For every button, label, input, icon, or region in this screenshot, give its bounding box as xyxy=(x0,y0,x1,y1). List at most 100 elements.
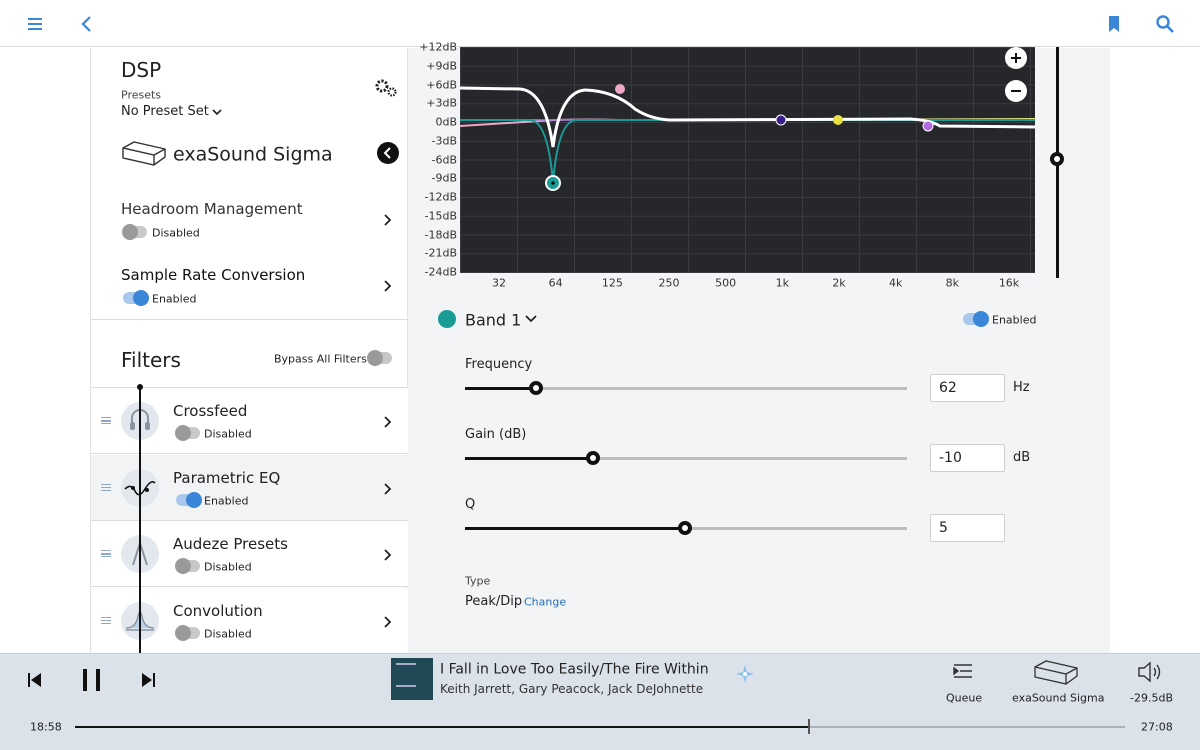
previous-button[interactable] xyxy=(26,671,44,689)
param-slider[interactable] xyxy=(465,521,907,535)
gain-slider-knob[interactable] xyxy=(1050,152,1064,166)
pause-button[interactable] xyxy=(80,668,104,692)
filter-name[interactable]: Crossfeed xyxy=(173,402,248,420)
progress-track[interactable] xyxy=(75,726,1125,728)
filter-name[interactable]: Convolution xyxy=(173,601,263,620)
queue-label[interactable]: Queue xyxy=(946,691,983,705)
eq-y-label: -3dB xyxy=(431,134,458,148)
filter-status: Disabled xyxy=(204,626,252,640)
param-label: Q xyxy=(465,497,476,513)
toggle[interactable] xyxy=(122,224,147,240)
drag-handle[interactable] xyxy=(101,550,111,557)
zone-icon[interactable] xyxy=(1032,659,1080,687)
toggle[interactable] xyxy=(176,491,202,508)
eq-y-label: -18dB xyxy=(424,227,458,241)
toggle[interactable] xyxy=(175,624,200,641)
eq-y-label: +3dB xyxy=(426,96,457,110)
device-icon xyxy=(122,141,166,166)
change-link[interactable]: Change xyxy=(524,595,567,609)
filter-chain-dot xyxy=(137,384,143,390)
chevron[interactable] xyxy=(381,279,395,293)
filter-status: Disabled xyxy=(204,427,252,441)
toggle[interactable] xyxy=(175,425,200,441)
next-button[interactable] xyxy=(139,671,157,689)
param-slider[interactable] xyxy=(465,381,907,395)
chevron[interactable] xyxy=(381,481,395,495)
band-select[interactable]: Band 1 xyxy=(465,310,522,330)
eq-x-label: 8k xyxy=(945,276,960,290)
queue-icon[interactable] xyxy=(952,662,976,682)
setting-name[interactable]: Sample Rate Conversion xyxy=(121,266,306,284)
eq-x-label: 1k xyxy=(775,276,790,290)
filter-name[interactable]: Parametric EQ xyxy=(173,468,281,487)
progress-marker[interactable] xyxy=(808,719,810,734)
eq-x-label: 500 xyxy=(715,276,737,290)
toggle[interactable] xyxy=(123,290,149,306)
sparkle-icon[interactable] xyxy=(735,664,755,684)
total-time: 27:08 xyxy=(1141,720,1173,734)
slider-knob[interactable] xyxy=(586,451,600,465)
player-bar xyxy=(0,653,1200,750)
type-label: Type xyxy=(465,574,491,588)
drag-handle[interactable] xyxy=(101,417,111,424)
chevron[interactable] xyxy=(381,213,395,227)
device-name: exaSound Sigma xyxy=(173,143,333,166)
bookmark-button[interactable] xyxy=(1104,14,1124,34)
filter-status: Disabled xyxy=(204,560,252,574)
param-slider[interactable] xyxy=(465,451,907,465)
eq-y-label: -12dB xyxy=(424,190,458,204)
eq-y-label: -6dB xyxy=(431,152,458,166)
collapse-button[interactable] xyxy=(377,142,399,164)
param-input[interactable]: 62 xyxy=(930,374,1005,402)
filter-name[interactable]: Audeze Presets xyxy=(173,535,288,553)
slider-knob[interactable] xyxy=(529,381,543,395)
eq-x-label: 4k xyxy=(888,276,903,290)
eq-curves xyxy=(460,84,1035,191)
filter-chain-line xyxy=(139,387,141,653)
settings-button[interactable] xyxy=(373,77,399,99)
drag-handle[interactable] xyxy=(101,616,111,624)
top-bar xyxy=(0,0,1200,47)
setting-status: Disabled xyxy=(152,226,200,240)
zone-label[interactable]: exaSound Sigma xyxy=(1012,691,1105,705)
filters-title: Filters xyxy=(121,348,181,372)
type-value: Peak/Dip xyxy=(465,594,523,610)
eq-y-label: -24dB xyxy=(424,265,458,279)
toggle[interactable] xyxy=(963,311,989,327)
presets-label: Presets xyxy=(121,88,162,102)
back-button[interactable] xyxy=(77,14,97,34)
toggle[interactable] xyxy=(175,558,200,574)
param-input[interactable]: 5 xyxy=(930,514,1005,542)
param-unit: dB xyxy=(1013,450,1031,466)
preset-chevron[interactable] xyxy=(211,106,223,118)
eq-y-label: -9dB xyxy=(431,171,458,185)
eq-x-label: 64 xyxy=(548,276,563,290)
album-art[interactable] xyxy=(391,658,433,700)
eq-x-label: 16k xyxy=(998,276,1020,290)
drag-handle[interactable] xyxy=(101,483,111,491)
chevron[interactable] xyxy=(381,547,395,561)
band-status: Enabled xyxy=(992,313,1037,327)
bypass-label: Bypass All Filters xyxy=(274,352,367,366)
search-button[interactable] xyxy=(1155,14,1175,34)
divider xyxy=(91,387,408,388)
eq-y-label: -21dB xyxy=(424,246,458,260)
divider xyxy=(91,319,408,320)
volume-icon[interactable] xyxy=(1137,661,1163,683)
menu-button[interactable] xyxy=(25,14,45,34)
setting-name[interactable]: Headroom Management xyxy=(121,200,303,218)
slider-knob[interactable] xyxy=(678,521,692,535)
eq-x-label: 250 xyxy=(658,276,680,290)
track-title[interactable]: I Fall in Love Too Easily/The Fire Withi… xyxy=(440,661,709,678)
track-artist[interactable]: Keith Jarrett, Gary Peacock, Jack DeJohn… xyxy=(440,681,704,696)
toggle[interactable] xyxy=(367,350,392,366)
chevron[interactable] xyxy=(381,414,395,428)
param-unit: Hz xyxy=(1013,380,1030,396)
param-input[interactable]: -10 xyxy=(930,444,1005,472)
band-chevron[interactable] xyxy=(524,313,538,325)
zoom-buttons[interactable] xyxy=(1004,47,1028,103)
preset-select[interactable]: No Preset Set xyxy=(121,104,209,120)
volume-label[interactable]: -29.5dB xyxy=(1130,691,1173,705)
chevron[interactable] xyxy=(381,614,395,628)
